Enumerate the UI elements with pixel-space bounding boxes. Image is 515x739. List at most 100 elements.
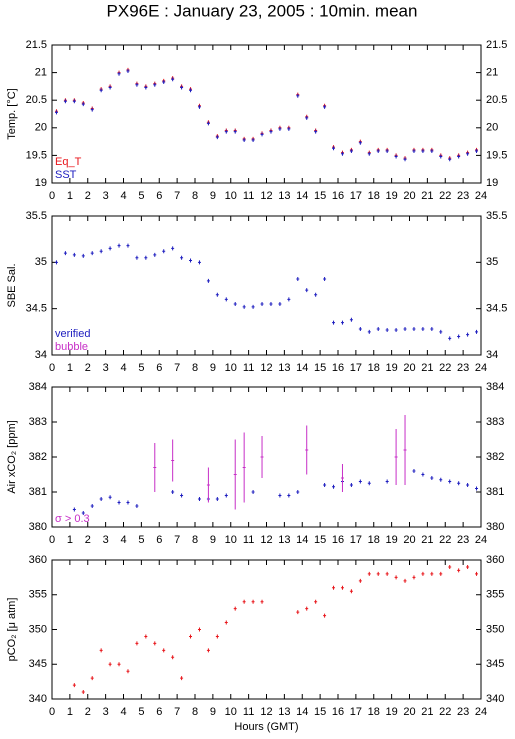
x-tick-label: 17 xyxy=(350,362,362,374)
data-point xyxy=(90,107,94,112)
x-tick-label: 24 xyxy=(475,362,487,374)
chart-title: PX96E : January 23, 2005 : 10min. mean xyxy=(107,1,418,20)
x-tick-label: 23 xyxy=(457,706,469,718)
data-point xyxy=(90,504,94,508)
x-tick-label: 15 xyxy=(314,362,326,374)
data-point xyxy=(171,655,175,660)
y-tick-label: 360 xyxy=(29,554,47,566)
x-tick-label: 6 xyxy=(156,362,162,374)
x-tick-label: 15 xyxy=(314,190,326,202)
data-point xyxy=(117,243,121,248)
data-point xyxy=(475,486,479,491)
x-tick-label: 17 xyxy=(350,534,362,546)
data-point xyxy=(99,497,103,501)
data-point xyxy=(171,490,175,494)
data-point xyxy=(233,606,237,611)
data-point xyxy=(394,575,398,580)
data-point xyxy=(215,292,219,297)
x-tick-label: 11 xyxy=(243,362,254,374)
data-point xyxy=(135,504,139,508)
data-point xyxy=(251,304,255,309)
legend-label: Eq_T xyxy=(55,156,82,168)
data-point xyxy=(340,464,344,492)
data-point xyxy=(394,429,398,485)
data-point xyxy=(287,126,291,131)
y-tick-label: 21.5 xyxy=(26,39,47,51)
x-tick-label: 24 xyxy=(475,534,487,546)
data-point xyxy=(81,253,85,258)
data-point xyxy=(278,302,282,307)
x-tick-label: 2 xyxy=(85,534,91,546)
x-tick-label: 19 xyxy=(386,362,398,374)
data-point xyxy=(340,585,344,590)
data-point xyxy=(72,99,76,104)
data-point xyxy=(54,260,58,265)
data-point xyxy=(278,493,282,498)
data-point xyxy=(153,641,157,646)
x-tick-label: 14 xyxy=(296,362,308,374)
plot-frame xyxy=(51,559,482,700)
data-point xyxy=(81,511,85,515)
data-point xyxy=(367,329,371,334)
y-tick-label: 381 xyxy=(29,486,47,498)
x-tick-label: 4 xyxy=(120,190,126,202)
data-point xyxy=(90,676,94,681)
x-tick-label: 1 xyxy=(67,362,73,374)
x-tick-label: 21 xyxy=(421,534,433,546)
y-tick-label-right: 384 xyxy=(486,381,504,393)
x-tick-label: 12 xyxy=(260,362,272,374)
data-point xyxy=(358,140,362,145)
data-point xyxy=(412,575,416,580)
x-tick-label: 9 xyxy=(210,190,216,202)
data-point xyxy=(135,255,139,260)
data-point xyxy=(296,490,300,494)
x-tick-label: 12 xyxy=(260,534,272,546)
data-point xyxy=(457,154,461,159)
data-point xyxy=(403,157,407,162)
x-tick-label: 23 xyxy=(457,190,469,202)
x-tick-label: 10 xyxy=(225,190,237,202)
y-tick-label: 34.5 xyxy=(26,303,47,315)
x-tick-label: 5 xyxy=(138,534,144,546)
data-point xyxy=(439,154,443,159)
x-tick-label: 9 xyxy=(210,706,216,718)
x-tick-label: 4 xyxy=(120,534,126,546)
y-tick-label-right: 35.5 xyxy=(486,210,507,222)
data-point xyxy=(412,327,416,332)
x-tick-label: 18 xyxy=(368,534,380,546)
x-tick-label: 19 xyxy=(386,706,398,718)
y-tick-label-right: 345 xyxy=(486,658,504,670)
data-point xyxy=(332,484,336,489)
data-point xyxy=(332,146,336,151)
data-point xyxy=(180,85,184,90)
data-point xyxy=(475,148,479,153)
x-tick-label: 19 xyxy=(386,190,398,202)
data-point xyxy=(99,88,103,93)
data-point xyxy=(394,327,398,332)
data-point xyxy=(385,571,389,576)
data-point xyxy=(81,102,85,107)
data-point xyxy=(242,599,246,604)
data-point xyxy=(162,648,166,653)
x-tick-label: 23 xyxy=(457,534,469,546)
y-tick-label-right: 35 xyxy=(486,256,498,268)
x-tick-label: 22 xyxy=(439,190,451,202)
data-point xyxy=(296,610,300,615)
data-point xyxy=(296,277,300,282)
x-tick-label: 7 xyxy=(174,190,180,202)
data-point xyxy=(349,589,353,594)
data-point xyxy=(117,500,121,505)
y-tick-label-right: 382 xyxy=(486,451,504,463)
data-point xyxy=(430,571,434,576)
data-point xyxy=(81,690,85,695)
x-tick-label: 11 xyxy=(243,190,254,202)
x-tick-label: 5 xyxy=(138,190,144,202)
data-point xyxy=(323,104,327,109)
data-point xyxy=(340,320,344,325)
data-point xyxy=(349,148,353,153)
x-axis-label: Hours (GMT) xyxy=(234,721,298,733)
data-point xyxy=(305,425,309,475)
data-point xyxy=(385,327,389,332)
data-point xyxy=(349,483,353,487)
data-point xyxy=(90,251,94,256)
